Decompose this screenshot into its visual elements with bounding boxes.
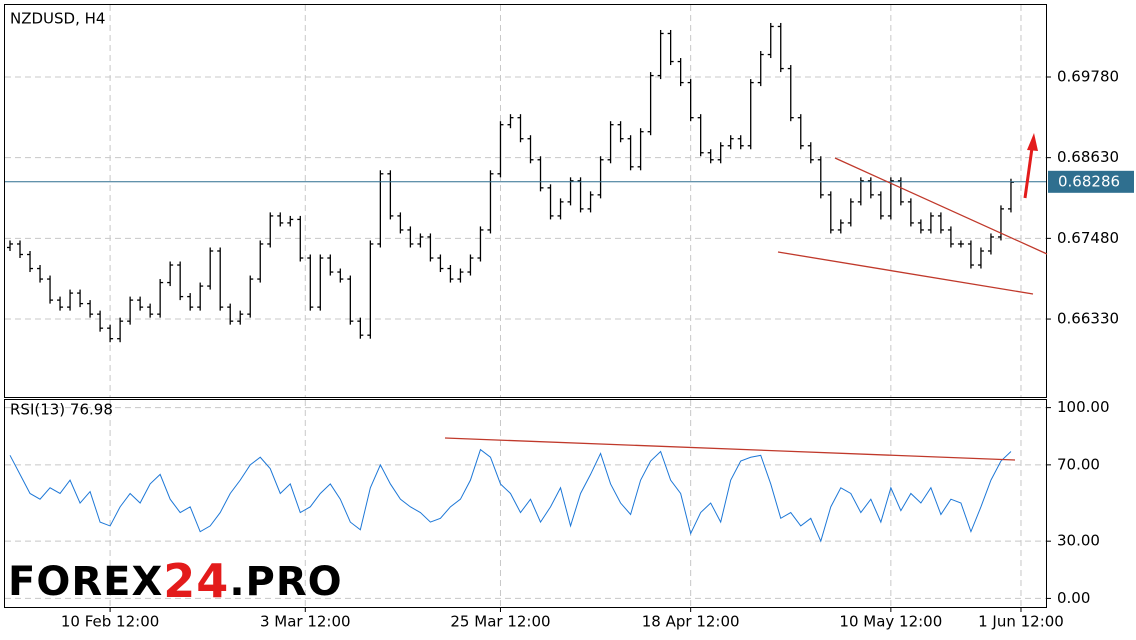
x-tick-label: 10 Feb 12:00: [61, 613, 159, 631]
chart-title: NZDUSD, H4: [10, 10, 105, 28]
last-price-label: 0.68286: [1058, 172, 1120, 190]
arrow-shaft: [1023, 147, 1034, 199]
price-panel-frame: [4, 4, 1047, 398]
rsi-title: RSI(13) 76.98: [10, 401, 113, 419]
y-tick-label: 0.69780: [1057, 67, 1119, 85]
rsi-line: [9, 448, 1012, 543]
x-tick-label: 1 Jun 12:00: [978, 613, 1064, 631]
rsi-panel-frame: [4, 399, 1047, 608]
y-tick-label: 0.68630: [1057, 148, 1119, 166]
logo-part: .PRO: [229, 559, 342, 605]
y-tick-label: 30.00: [1057, 532, 1100, 550]
logo: FOREX24.PRO: [8, 554, 343, 608]
x-tick-label: 25 Mar 12:00: [450, 613, 550, 631]
arrow-head: [1027, 133, 1038, 151]
y-tick-label: 70.00: [1057, 455, 1100, 473]
rsi-trend-line: [444, 437, 1016, 461]
trend-line-upper: [834, 157, 1048, 255]
y-tick-label: 100.00: [1057, 398, 1110, 416]
trend-line-lower: [777, 251, 1034, 295]
x-tick-label: 10 May 12:00: [839, 613, 942, 631]
y-tick-label: 0.00: [1057, 589, 1090, 607]
x-tick-label: 18 Apr 12:00: [642, 613, 740, 631]
y-tick-label: 0.67480: [1057, 229, 1119, 247]
x-tick-label: 3 Mar 12:00: [260, 613, 351, 631]
y-tick-label: 0.66330: [1057, 310, 1119, 328]
logo-part: FOREX: [8, 559, 163, 605]
last-price-box: [1048, 170, 1134, 193]
logo-part: 24: [163, 554, 229, 608]
